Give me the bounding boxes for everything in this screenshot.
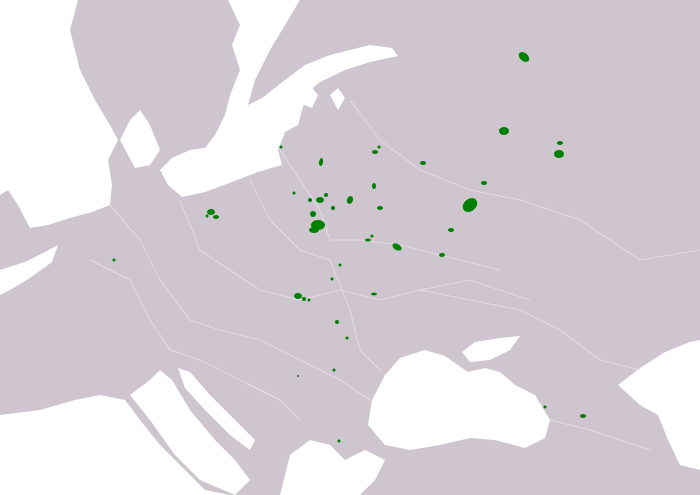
kattegat: [120, 110, 160, 168]
range-patch: [309, 227, 319, 233]
range-patch: [330, 277, 334, 281]
range-patch: [292, 191, 296, 195]
range-patch: [462, 198, 478, 212]
range-patch: [307, 298, 311, 302]
range-patch: [371, 292, 377, 296]
range-patch: [112, 258, 116, 262]
range-patch: [439, 253, 445, 257]
range-patch: [370, 234, 374, 238]
range-patch: [316, 197, 324, 203]
range-patch: [372, 183, 376, 189]
range-patch: [580, 414, 586, 418]
atlantic-north-sea: [0, 0, 118, 228]
range-patch: [543, 405, 547, 409]
range-patch: [518, 52, 530, 62]
white-sea-lakes: [330, 88, 345, 110]
range-patch: [346, 196, 354, 204]
tyrrhenian-sea: [130, 370, 250, 495]
range-patch: [318, 158, 324, 166]
range-patch: [310, 211, 316, 217]
country-borders: [89, 99, 700, 451]
mediterranean-sea: [0, 395, 230, 495]
range-patch: [279, 145, 283, 149]
lake-ladoga: [300, 85, 318, 108]
range-patch: [392, 243, 402, 251]
range-patch: [337, 439, 341, 443]
range-patch: [324, 193, 328, 197]
range-patch: [481, 181, 487, 185]
range-patch: [331, 206, 335, 210]
range-patch: [297, 375, 299, 377]
range-patch: [557, 141, 563, 145]
aegean-sea: [280, 440, 385, 495]
range-patch: [345, 336, 349, 340]
range-patch: [448, 228, 454, 232]
range-patch: [213, 215, 219, 219]
range-patch: [205, 214, 209, 218]
range-patch: [499, 127, 509, 135]
range-patch: [377, 206, 383, 210]
range-patch: [294, 293, 302, 299]
range-patch: [338, 263, 342, 267]
range-patch: [207, 209, 215, 215]
range-patch: [377, 145, 381, 149]
range-patches: [112, 52, 586, 443]
range-patch: [308, 198, 312, 202]
range-patch: [420, 161, 426, 165]
range-patch: [332, 368, 336, 372]
english-channel: [0, 245, 58, 295]
caspian-sea: [618, 340, 700, 470]
range-patch: [335, 320, 339, 324]
sea-of-azov: [462, 336, 520, 362]
range-patch: [302, 297, 306, 301]
adriatic-sea: [178, 368, 255, 450]
black-sea: [368, 350, 550, 450]
range-patch: [365, 238, 371, 242]
range-patch: [554, 150, 564, 158]
range-patch: [372, 150, 378, 154]
baltic-sea: [160, 0, 398, 197]
